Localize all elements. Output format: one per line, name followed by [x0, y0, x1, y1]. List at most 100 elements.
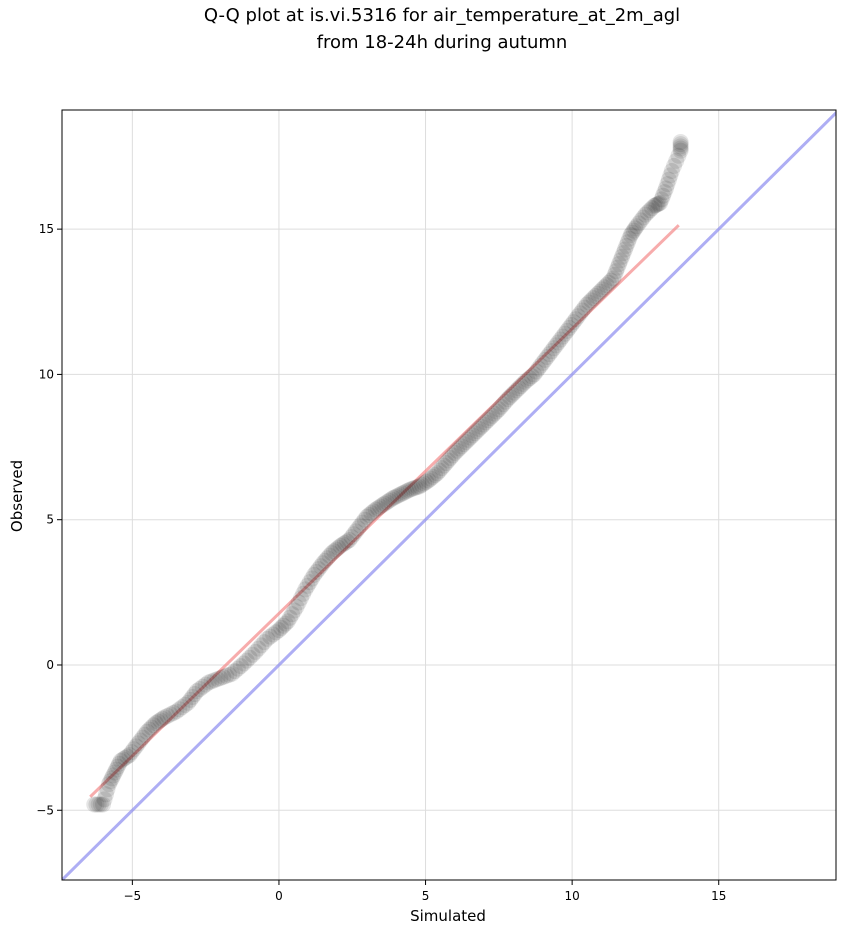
data-point-interp [256, 634, 273, 651]
data-point-interp [303, 570, 320, 587]
data-point [637, 206, 654, 223]
data-point-interp [462, 429, 479, 446]
data-point-interp [194, 678, 211, 695]
data-point-interp [504, 386, 521, 403]
data-point-interp [413, 476, 430, 493]
data-point-interp [336, 534, 353, 551]
data-point-interp [672, 140, 689, 157]
data-point-interp [292, 590, 309, 607]
data-point-interp [90, 796, 107, 813]
data-point-interp [539, 348, 556, 365]
identity-line [62, 110, 836, 880]
data-point-interp [250, 640, 267, 657]
data-point-interp [449, 442, 466, 459]
data-point-interp [427, 467, 444, 484]
data-point-interp [477, 414, 494, 431]
data-point-interp [159, 707, 176, 724]
data-point-interp [114, 751, 131, 768]
y-tick-label: 0 [46, 658, 54, 672]
data-point [605, 270, 622, 287]
data-point [100, 776, 117, 793]
data-point-interp [182, 691, 199, 708]
data-point [394, 485, 411, 502]
data-point [622, 226, 639, 243]
data-point-interp [530, 360, 547, 377]
data-point [212, 670, 229, 687]
data-point [224, 665, 241, 682]
data-point [86, 796, 103, 813]
data-point-interp [352, 517, 369, 534]
data-point [672, 133, 689, 150]
data-point-interp [317, 552, 334, 569]
data-point-interp [232, 658, 249, 675]
data-point [446, 444, 463, 461]
data-point-interp [162, 706, 179, 723]
data-point [350, 520, 367, 537]
data-point-interp [97, 786, 114, 803]
data-point [259, 630, 276, 647]
data-point-interp [523, 368, 540, 385]
data-point-interp [262, 628, 279, 645]
data-point-interp [319, 550, 336, 567]
data-point-interp [418, 473, 435, 490]
data-point-interp [521, 370, 538, 387]
data-point-interp [435, 457, 452, 474]
data-point-interp [330, 539, 347, 556]
data-point-interp [369, 500, 386, 517]
data-point [121, 747, 138, 764]
chart-title-line-1: Q-Q plot at is.vi.5316 for air_temperatu… [204, 5, 680, 26]
data-point [508, 382, 525, 399]
data-point-interp [653, 191, 670, 208]
data-point-interp [88, 796, 105, 813]
data-point-interp [424, 468, 441, 485]
data-point-interp [422, 470, 439, 487]
data-point-interp [290, 594, 307, 611]
data-point-interp [650, 195, 667, 212]
data-point-interp [453, 438, 470, 455]
data-point-interp [591, 283, 608, 300]
data-point-interp [343, 529, 360, 546]
data-point [561, 319, 578, 336]
data-point-interp [528, 363, 545, 380]
data-point-interp [576, 299, 593, 316]
data-point-interp [630, 215, 647, 232]
data-point-interp [347, 523, 364, 540]
data-point-interp [644, 200, 661, 217]
data-point-interp [621, 230, 638, 247]
data-point-interp [215, 668, 232, 685]
data-point-interp [583, 292, 600, 309]
data-point-interp [103, 770, 120, 787]
data-point-interp [609, 259, 626, 276]
data-point-interp [519, 371, 536, 388]
data-point-interp [165, 704, 182, 721]
data-point [438, 455, 455, 472]
data-point-interp [659, 176, 676, 193]
data-point-interp [559, 322, 576, 339]
data-point-interp [328, 541, 345, 558]
data-point-interp [471, 420, 488, 437]
data-point-interp [574, 302, 591, 319]
data-point [616, 241, 633, 258]
data-point [543, 343, 560, 360]
data-point-interp [152, 712, 169, 729]
data-point-interp [308, 564, 325, 580]
data-point-interp [345, 526, 362, 543]
data-point-interp [606, 266, 623, 283]
data-point-interp [105, 767, 122, 784]
data-point-interp [125, 741, 142, 758]
data-point [200, 674, 217, 691]
data-point-interp [512, 378, 529, 395]
data-point [517, 373, 534, 390]
data-point-interp [310, 561, 327, 578]
data-point-interp [649, 196, 666, 213]
data-point-interp [466, 425, 483, 442]
data-point-interp [405, 480, 422, 497]
data-point-interp [625, 222, 642, 239]
data-point-interp [123, 744, 140, 761]
data-point-interp [398, 483, 415, 500]
y-tick-label: 15 [39, 222, 54, 236]
data-point-interp [396, 484, 413, 501]
x-tick-label: 15 [711, 889, 726, 903]
data-point-interp [321, 547, 338, 564]
